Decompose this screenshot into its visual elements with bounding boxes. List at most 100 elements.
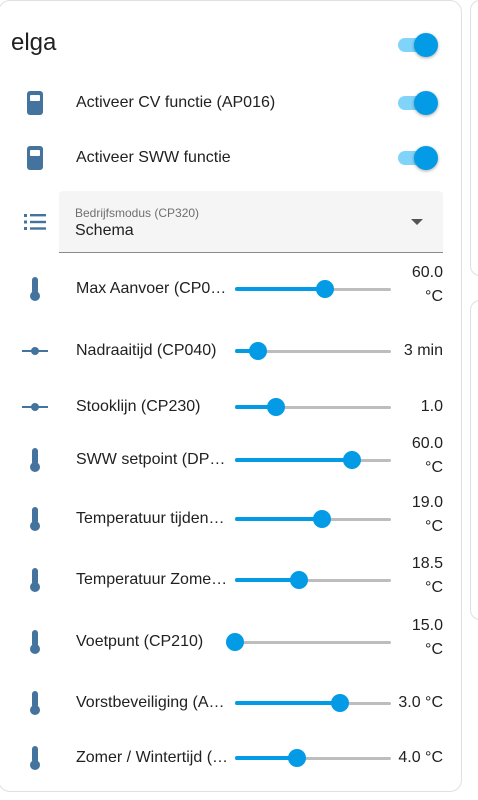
slider-label: Vorstbeveiliging (A… xyxy=(76,694,225,711)
operating-mode-select[interactable]: Bedrijfsmodus (CP320) Schema xyxy=(59,191,443,253)
slider-fill xyxy=(235,349,259,353)
slider-value: 60.0 °C xyxy=(379,432,443,480)
slider-label: Max Aanvoer (CP0… xyxy=(76,280,227,297)
slider-thumb[interactable] xyxy=(343,451,361,469)
slider-thumb[interactable] xyxy=(289,571,308,589)
slider-rail xyxy=(235,579,391,582)
value-unit: °C xyxy=(425,641,443,658)
value-slider[interactable] xyxy=(235,397,391,417)
value-number: 18.5 xyxy=(411,555,443,572)
slider-fill xyxy=(235,405,276,409)
slider-rail xyxy=(235,757,391,760)
thermometer-icon xyxy=(21,689,49,717)
slider-line-icon xyxy=(21,337,49,365)
slider-value: 1.0 xyxy=(379,395,443,419)
value-slider[interactable] xyxy=(235,748,391,768)
cv-function-toggle[interactable] xyxy=(396,90,438,116)
slider-row: Stooklijn (CP230) 1.0 xyxy=(0,387,461,435)
toggle-knob xyxy=(414,146,438,170)
slider-label: Nadraaitijd (CP040) xyxy=(76,342,217,359)
slider-fill xyxy=(235,578,299,582)
select-value: Schema xyxy=(75,222,134,239)
value-unit: °C xyxy=(425,459,443,476)
sww-function-toggle[interactable] xyxy=(396,145,438,171)
value-number: 15.0 xyxy=(411,617,443,634)
value-unit: °C xyxy=(425,518,443,535)
value-slider[interactable] xyxy=(235,693,391,713)
value-slider[interactable] xyxy=(235,570,391,590)
thermometer-icon xyxy=(21,744,49,772)
value-unit: °C xyxy=(425,288,443,305)
slider-thumb[interactable] xyxy=(249,342,268,360)
slider-row: Zomer / Wintertijd (… 4.0 °C xyxy=(0,738,461,786)
slider-value: 60.0 °C xyxy=(379,261,443,309)
slider-thumb[interactable] xyxy=(330,694,349,712)
slider-value: 18.5 °C xyxy=(379,552,443,600)
value-number: 60.0 xyxy=(411,435,443,452)
entity-row-cv: Activeer CV functie (AP016) xyxy=(0,87,461,119)
value-number: 19.0 xyxy=(411,494,443,511)
select-label: Bedrijfsmodus (CP320) xyxy=(75,206,200,220)
slider-fill xyxy=(235,701,340,705)
slider-fill xyxy=(235,458,352,462)
adjacent-card xyxy=(470,300,478,620)
slider-label: SWW setpoint (DP0… xyxy=(76,451,228,468)
slider-label: Temperatuur tijden… xyxy=(76,510,225,527)
value-slider[interactable] xyxy=(235,341,391,361)
list-icon xyxy=(21,208,49,236)
slider-fill xyxy=(235,517,323,521)
toggle-knob xyxy=(414,91,438,115)
thermometer-icon xyxy=(21,628,49,656)
slider-rail xyxy=(235,350,391,353)
slider-label: Zomer / Wintertijd (… xyxy=(76,749,228,766)
value-slider[interactable] xyxy=(226,632,391,652)
entity-label: Activeer SWW functie xyxy=(76,149,231,166)
card-title: elga xyxy=(11,29,57,56)
card-header-toggle[interactable] xyxy=(396,32,438,58)
value-number: 3 min xyxy=(403,342,443,359)
slider-thumb[interactable] xyxy=(288,749,307,767)
slider-rail xyxy=(235,641,391,644)
slider-thumb[interactable] xyxy=(226,633,244,651)
slider-thumb[interactable] xyxy=(316,280,335,298)
slider-thumb[interactable] xyxy=(266,398,285,416)
thermometer-icon xyxy=(21,275,49,303)
slider-row: SWW setpoint (DP0… 60.0 °C xyxy=(0,435,461,488)
slider-row: Nadraaitijd (CP040) 3 min xyxy=(0,331,461,379)
slider-thumb[interactable] xyxy=(313,510,332,528)
entities-card: elga Activeer CV functie (AP016) Activee… xyxy=(0,0,462,792)
slider-value: 15.0 °C xyxy=(379,614,443,662)
slider-row: Temperatuur Zome… 18.5 °C xyxy=(0,555,461,608)
thermometer-icon xyxy=(21,446,49,474)
slider-rail xyxy=(235,406,391,409)
slider-row: Vorstbeveiliging (A… 3.0 °C xyxy=(0,683,461,731)
slider-label: Stooklijn (CP230) xyxy=(76,398,201,415)
slider-fill xyxy=(235,756,298,760)
slider-label: Temperatuur Zome… xyxy=(76,571,228,588)
value-number: 1.0 xyxy=(420,398,443,415)
remote-icon xyxy=(21,144,49,172)
slider-fill xyxy=(235,287,326,291)
value-unit: °C xyxy=(425,579,443,596)
slider-row: Voetpunt (CP210) 15.0 °C xyxy=(0,617,461,670)
adjacent-card xyxy=(470,0,478,276)
value-slider[interactable] xyxy=(235,450,391,470)
thermometer-icon xyxy=(21,566,49,594)
value-number: 4.0 °C xyxy=(398,749,443,766)
slider-row: Temperatuur tijden… 19.0 °C xyxy=(0,494,461,547)
value-number: 3.0 °C xyxy=(398,694,443,711)
slider-value: 19.0 °C xyxy=(379,491,443,539)
entity-row-sww: Activeer SWW functie xyxy=(0,142,461,174)
thermometer-icon xyxy=(21,505,49,533)
value-slider[interactable] xyxy=(235,509,391,529)
value-number: 60.0 xyxy=(411,264,443,281)
chevron-down-icon[interactable] xyxy=(411,219,423,225)
entity-label: Activeer CV functie (AP016) xyxy=(76,94,276,111)
slider-value: 3.0 °C xyxy=(379,691,443,715)
remote-icon xyxy=(21,89,49,117)
toggle-knob xyxy=(414,33,438,57)
slider-line-icon xyxy=(21,393,49,421)
slider-label: Voetpunt (CP210) xyxy=(76,633,204,650)
value-slider[interactable] xyxy=(235,279,391,299)
slider-row: Max Aanvoer (CP0… 60.0 °C xyxy=(0,264,461,317)
